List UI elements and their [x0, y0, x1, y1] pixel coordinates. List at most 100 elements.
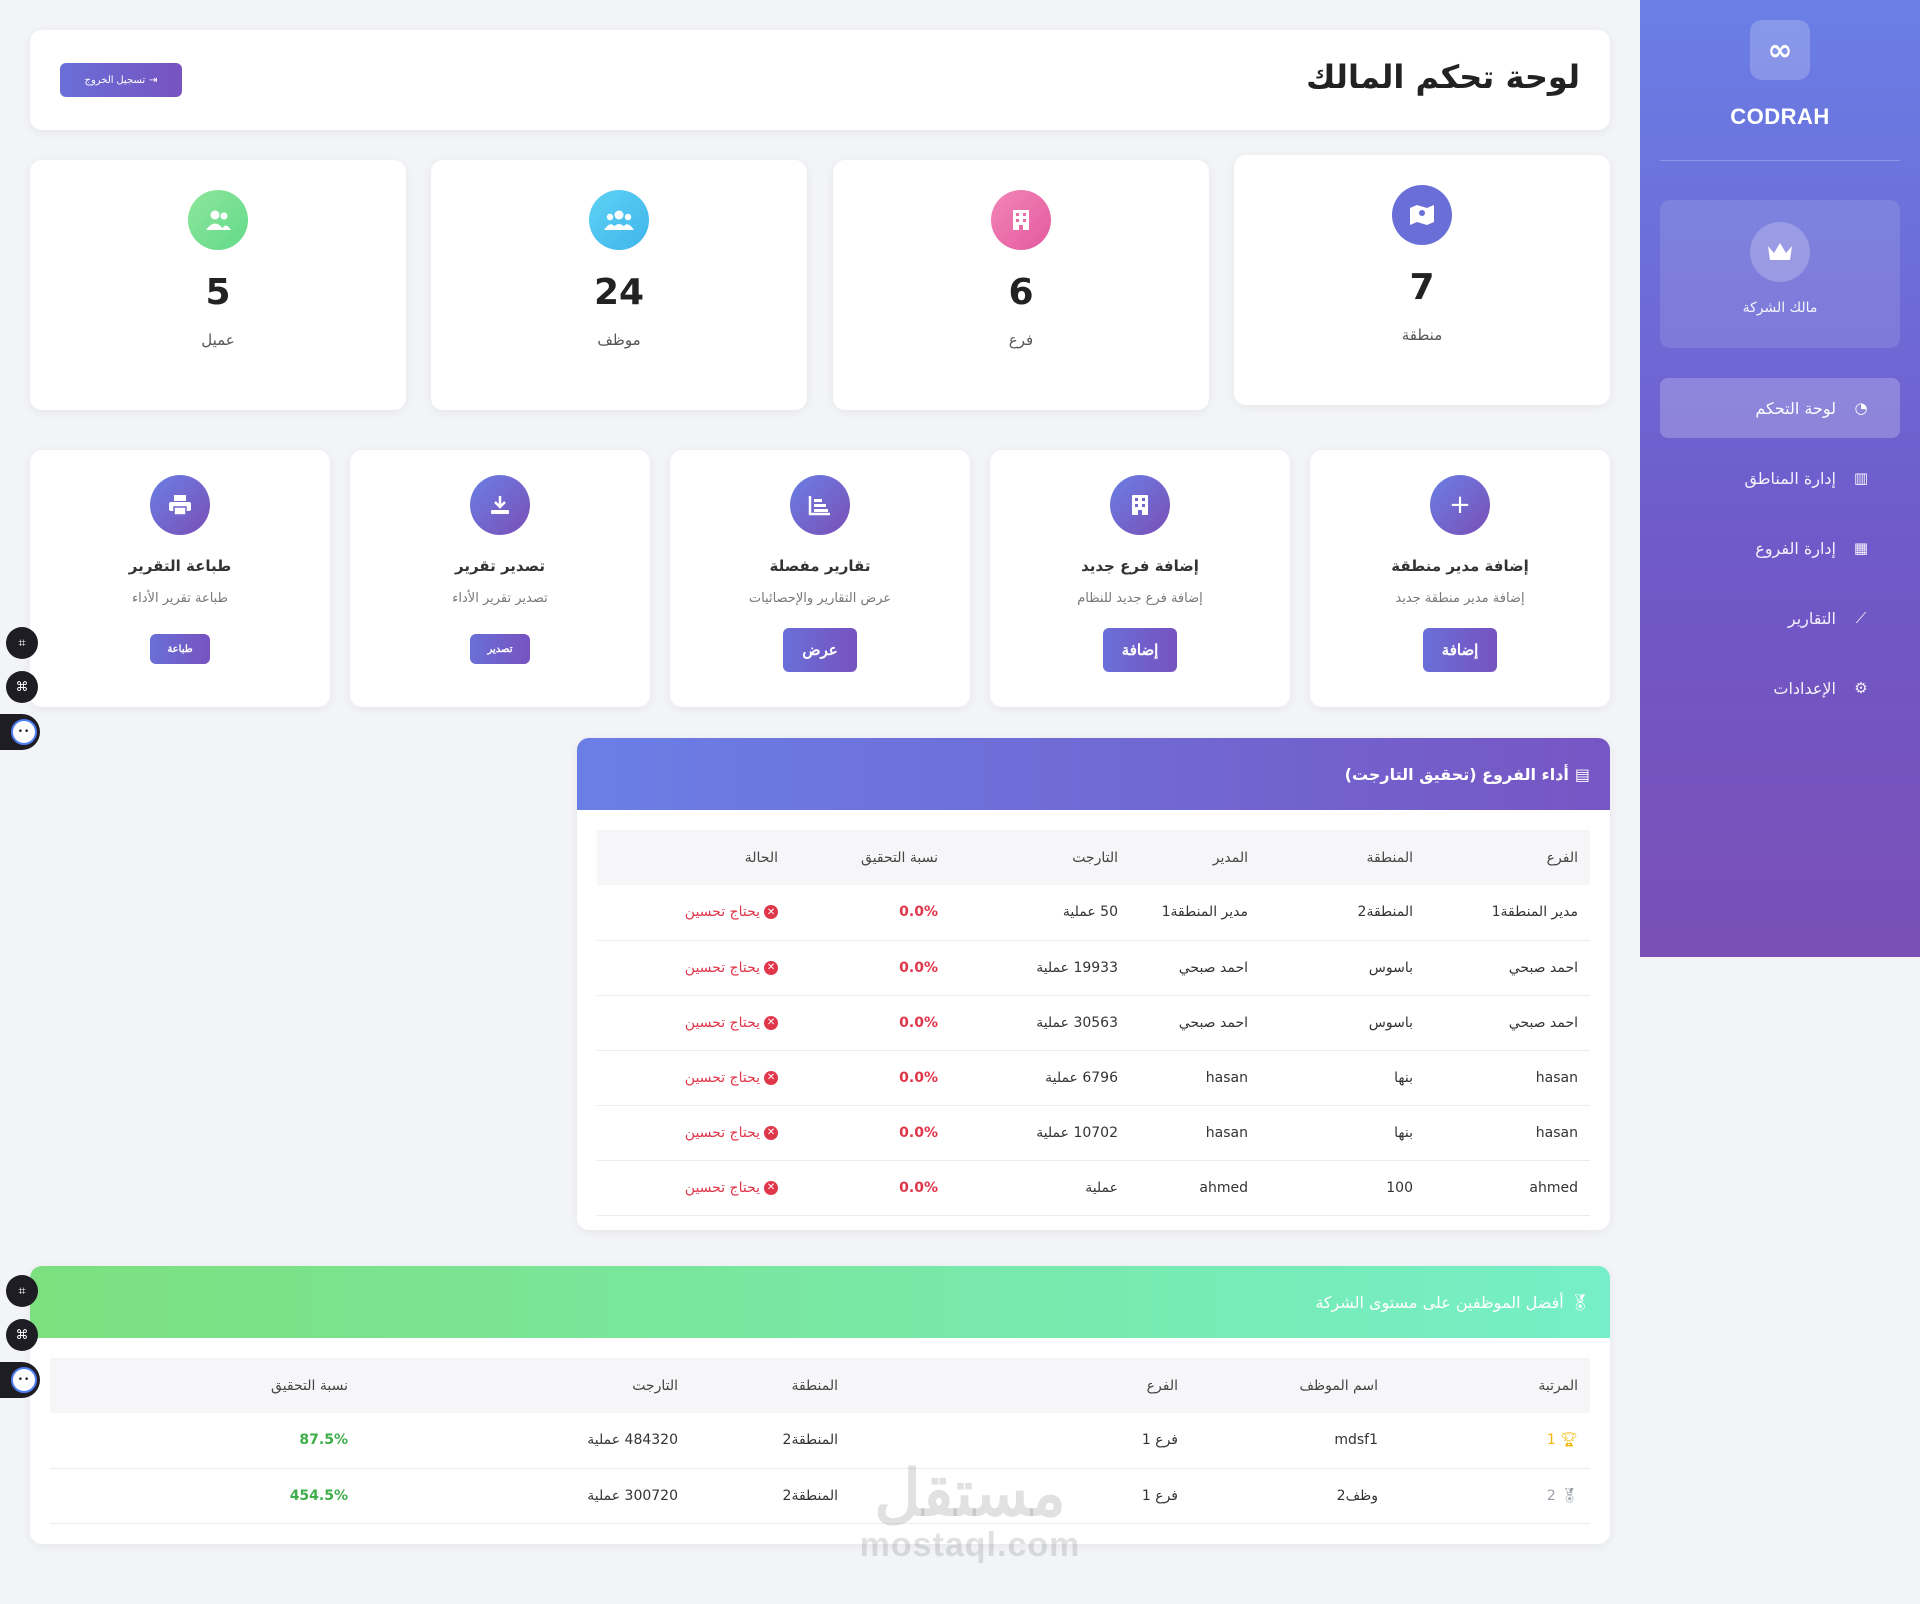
column-header: نسبة التحقيق — [790, 830, 950, 885]
medal-icon: 🏅︎ — [1569, 1292, 1590, 1312]
sidebar-item-regions[interactable]: ▥ إدارة المناطق — [1660, 448, 1900, 508]
chart-icon: ▤ — [1574, 764, 1590, 784]
region-cell: باسوس — [1260, 995, 1425, 1051]
table-header-row: الفرع المنطقة المدير التارجت نسبة التحقي… — [597, 830, 1590, 885]
crop-tool-button[interactable]: ⌗ — [6, 1275, 38, 1307]
status-cell: ✕ يحتاج تحسين — [597, 1050, 790, 1106]
branch-cell: احمد صبحي — [1425, 940, 1590, 996]
assistant-tab[interactable]: •• — [0, 714, 40, 750]
action-desc: تصدير تقرير الأداء — [452, 591, 548, 606]
table-row: مدير المنطقة1 المنطقة2 مدير المنطقة1 50 … — [597, 885, 1590, 941]
stat-card-regions: 7 منطقة — [1234, 155, 1610, 405]
medal-icon: 🏅︎ — [1560, 1487, 1578, 1504]
status-cell: ✕ يحتاج تحسين — [597, 885, 790, 941]
panel-title: أفضل الموظفين على مستوى الشركة — [1315, 1292, 1564, 1312]
crop-tool-button[interactable]: ⌗ — [6, 627, 38, 659]
action-title: طباعة التقرير — [128, 557, 232, 575]
stat-card-clients: 5 عميل — [30, 160, 406, 410]
sidebar: ∞ CODRAH مالك الشركة ◔ لوحة التحكم ▥ إدا… — [1640, 0, 1920, 957]
building-icon — [1110, 475, 1170, 535]
action-desc: عرض التقارير والإحصائيات — [748, 591, 892, 606]
add-branch-button[interactable]: إضافة — [1103, 628, 1177, 672]
manager-cell: hasan — [1130, 1105, 1260, 1161]
action-desc: إضافة مدير منطقة جديد — [1395, 591, 1525, 606]
action-card-print-report: طباعة التقرير طباعة تقرير الأداء طباعة — [30, 450, 330, 707]
add-region-manager-button[interactable]: إضافة — [1423, 628, 1497, 672]
status-text: يحتاج تحسين — [684, 1069, 760, 1086]
x-circle-icon: ✕ — [764, 1070, 778, 1085]
region-cell: بنها — [1260, 1105, 1425, 1161]
stat-value: 24 — [593, 272, 645, 313]
rank-cell: 🏆︎ 1 — [1390, 1413, 1590, 1469]
command-tool-button[interactable]: ⌘ — [6, 671, 38, 703]
branch-performance-panel: ▤ أداء الفروع (تحقيق التارجت) الفرع المن… — [577, 738, 1610, 1230]
map-icon: ▥ — [1853, 469, 1869, 487]
stat-card-employees: 24 موظف — [431, 160, 807, 410]
region-cell: المنطقة2 — [690, 1468, 850, 1524]
action-desc: طباعة تقرير الأداء — [132, 591, 228, 606]
command-tool-button[interactable]: ⌘ — [6, 1319, 38, 1351]
rank-cell: 🏅︎ 2 — [1390, 1468, 1590, 1524]
branch-cell: hasan — [1425, 1105, 1590, 1161]
chart-icon — [790, 475, 850, 535]
view-reports-button[interactable]: عرض — [783, 628, 857, 672]
region-cell: المنطقة2 — [1260, 885, 1425, 941]
employee-name-cell: وظف2 — [1190, 1468, 1390, 1524]
action-title: تصدير تقرير — [455, 557, 545, 575]
sidebar-item-label: إدارة المناطق — [1744, 468, 1836, 488]
brand-name: CODRAH — [1730, 104, 1830, 129]
manager-cell: احمد صبحي — [1130, 995, 1260, 1051]
branch-cell: فرع 1 — [850, 1413, 1190, 1469]
x-circle-icon: ✕ — [764, 1015, 778, 1030]
status-text: يحتاج تحسين — [684, 904, 760, 921]
sidebar-divider — [1660, 160, 1900, 161]
branch-cell: hasan — [1425, 1050, 1590, 1106]
achievement-cell: 0.0% — [790, 995, 950, 1051]
column-header: المنطقة — [690, 1358, 850, 1413]
action-card-add-branch: إضافة فرع جديد إضافة فرع جديد للنظام إضا… — [990, 450, 1290, 707]
branch-cell: احمد صبحي — [1425, 995, 1590, 1051]
achievement-cell: 0.0% — [790, 1160, 950, 1216]
rank-number: 1 — [1546, 1432, 1556, 1449]
achievement-cell: 0.0% — [790, 1050, 950, 1106]
status-text: يحتاج تحسين — [684, 1014, 760, 1031]
download-icon — [470, 475, 530, 535]
sidebar-item-settings[interactable]: ⚙ الإعدادات — [1660, 658, 1900, 718]
sidebar-item-dashboard[interactable]: ◔ لوحة التحكم — [1660, 378, 1900, 438]
export-report-button[interactable]: تصدير — [470, 634, 530, 664]
table-row: 🏅︎ 2 وظف2 فرع 1 المنطقة2 300720 عملية 45… — [50, 1468, 1590, 1524]
sidebar-item-reports[interactable]: ⟋ التقارير — [1660, 588, 1900, 648]
region-cell: بنها — [1260, 1050, 1425, 1106]
logout-label: تسجيل الخروج — [84, 74, 146, 86]
action-desc: إضافة فرع جديد للنظام — [1077, 591, 1203, 606]
target-cell: عملية — [950, 1160, 1130, 1216]
sidebar-item-label: الإعدادات — [1773, 678, 1836, 698]
print-report-button[interactable]: طباعة — [150, 634, 210, 664]
print-icon — [150, 475, 210, 535]
assistant-tab[interactable]: •• — [0, 1362, 40, 1398]
bot-icon: •• — [11, 1367, 37, 1393]
logout-button[interactable]: ⇥ تسجيل الخروج — [60, 63, 182, 97]
stat-label: عميل — [201, 331, 235, 349]
action-card-detailed-reports: تقارير مفصلة عرض التقارير والإحصائيات عر… — [670, 450, 970, 707]
sidebar-item-label: إدارة الفروع — [1755, 538, 1836, 558]
status-text: يحتاج تحسين — [684, 959, 760, 976]
x-circle-icon: ✕ — [764, 960, 778, 975]
stat-value: 7 — [1409, 267, 1435, 308]
table-row: ahmed 100 ahmed عملية 0.0% ✕ يحتاج تحسين — [597, 1160, 1590, 1216]
sidebar-item-branches[interactable]: ▦ إدارة الفروع — [1660, 518, 1900, 578]
region-cell: 100 — [1260, 1160, 1425, 1216]
action-title: إضافة فرع جديد — [1081, 557, 1199, 575]
target-cell: 484320 عملية — [360, 1413, 690, 1469]
branch-table: الفرع المنطقة المدير التارجت نسبة التحقي… — [597, 830, 1590, 1216]
users-icon — [589, 190, 649, 250]
column-header: اسم الموظف — [1190, 1358, 1390, 1413]
branch-cell: ahmed — [1425, 1160, 1590, 1216]
logout-icon: ⇥ — [149, 74, 158, 86]
column-header: المنطقة — [1260, 830, 1425, 885]
page-title: لوحة تحكم المالك — [1306, 58, 1580, 96]
role-label: مالك الشركة — [1742, 300, 1818, 316]
panel-header: ▤ أداء الفروع (تحقيق التارجت) — [577, 738, 1610, 810]
panel-title: أداء الفروع (تحقيق التارجت) — [1344, 764, 1569, 784]
manager-cell: ahmed — [1130, 1160, 1260, 1216]
